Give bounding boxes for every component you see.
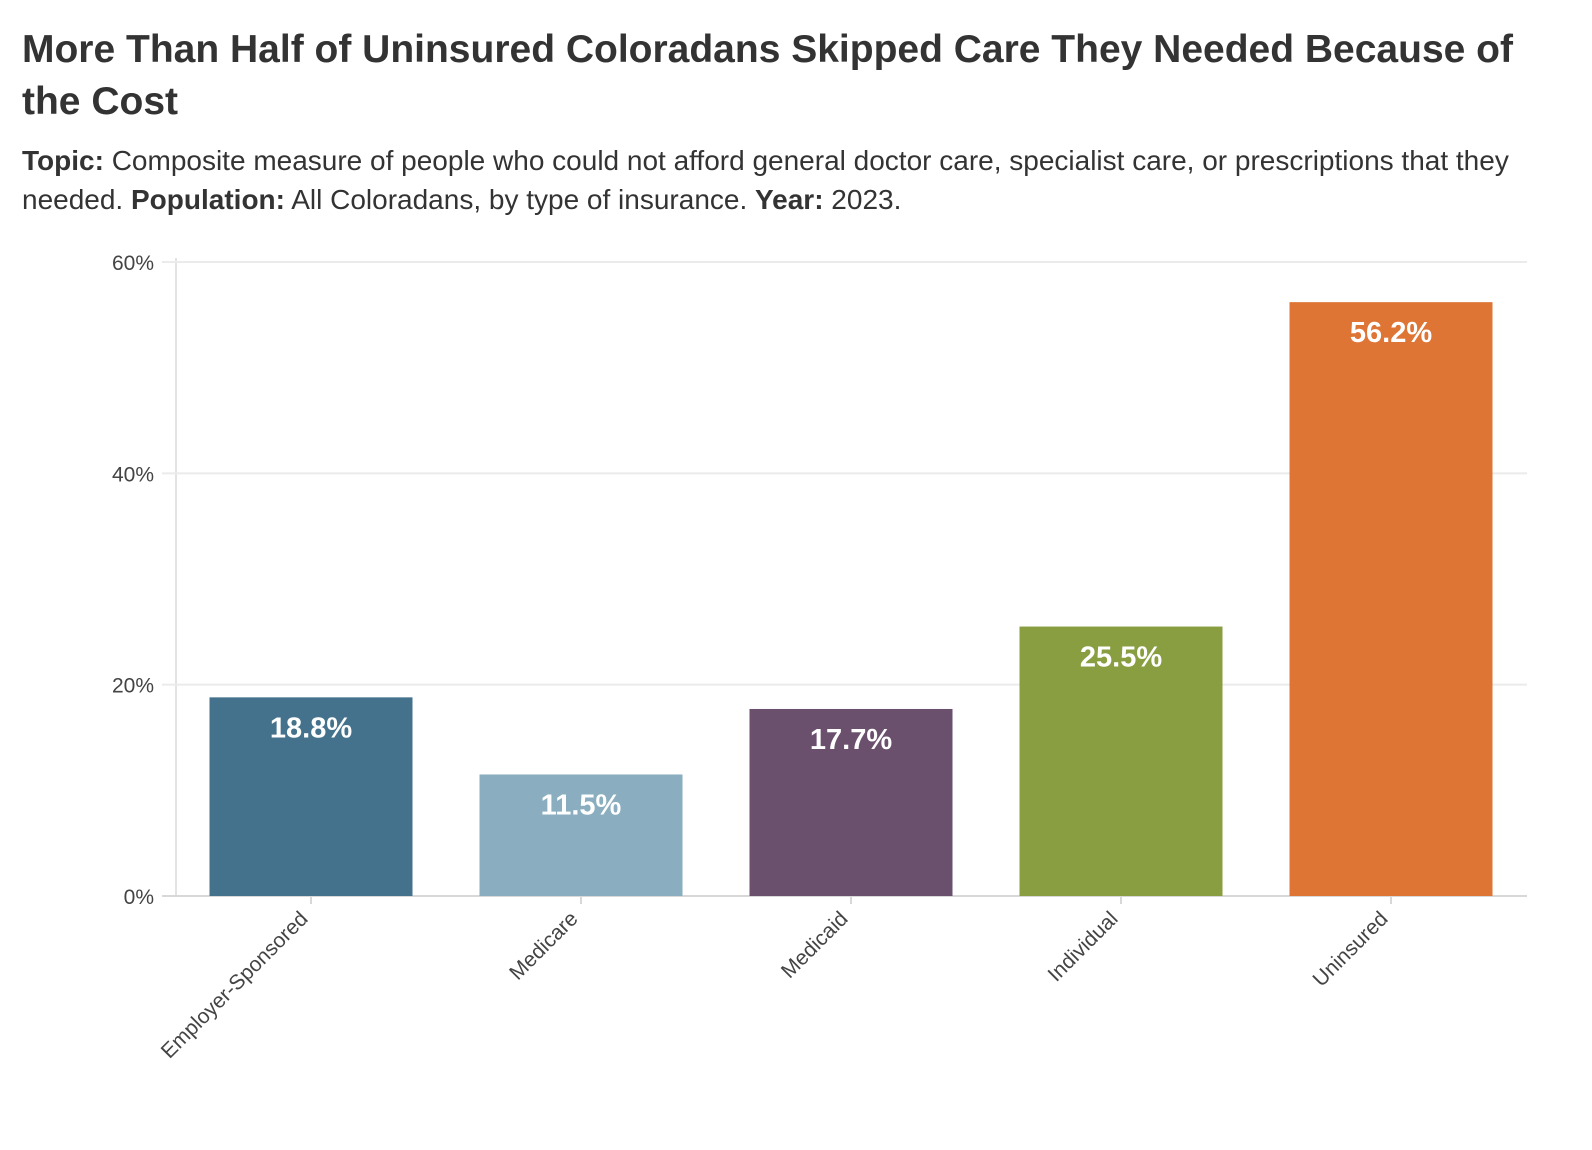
year-text: 2023. — [823, 184, 902, 215]
y-tick-label: 20% — [112, 675, 154, 698]
x-tick-label: Employer-Sponsored — [157, 907, 313, 1063]
x-tick-label: Medicaid — [777, 907, 853, 983]
population-label: Population: — [131, 184, 285, 215]
y-tick-label: 60% — [112, 252, 154, 275]
y-tick-label: 0% — [124, 886, 154, 909]
y-tick-label: 40% — [112, 463, 154, 486]
bar — [1289, 302, 1493, 896]
bar-data-label: 18.8% — [270, 712, 352, 744]
chart-subtitle: Topic: Composite measure of people who c… — [22, 141, 1567, 219]
x-tick-label: Medicare — [505, 907, 582, 984]
bar-data-label: 56.2% — [1350, 317, 1432, 349]
bar — [749, 708, 953, 896]
x-tick-label: Uninsured — [1309, 907, 1393, 991]
x-tick-label: Individual — [1044, 907, 1123, 986]
bar — [209, 697, 413, 896]
topic-label: Topic: — [22, 145, 104, 176]
chart-title: More Than Half of Uninsured Coloradans S… — [22, 28, 1513, 123]
population-text: All Coloradans, by type of insurance. — [284, 184, 756, 215]
bar-data-label: 17.7% — [810, 724, 892, 756]
bar-data-label: 25.5% — [1080, 642, 1162, 674]
topic-text: Composite measure of people who could no… — [22, 145, 1509, 215]
year-label: Year: — [755, 184, 824, 215]
bar — [1019, 626, 1223, 896]
bar-data-label: 11.5% — [541, 789, 622, 821]
bar — [479, 774, 683, 896]
